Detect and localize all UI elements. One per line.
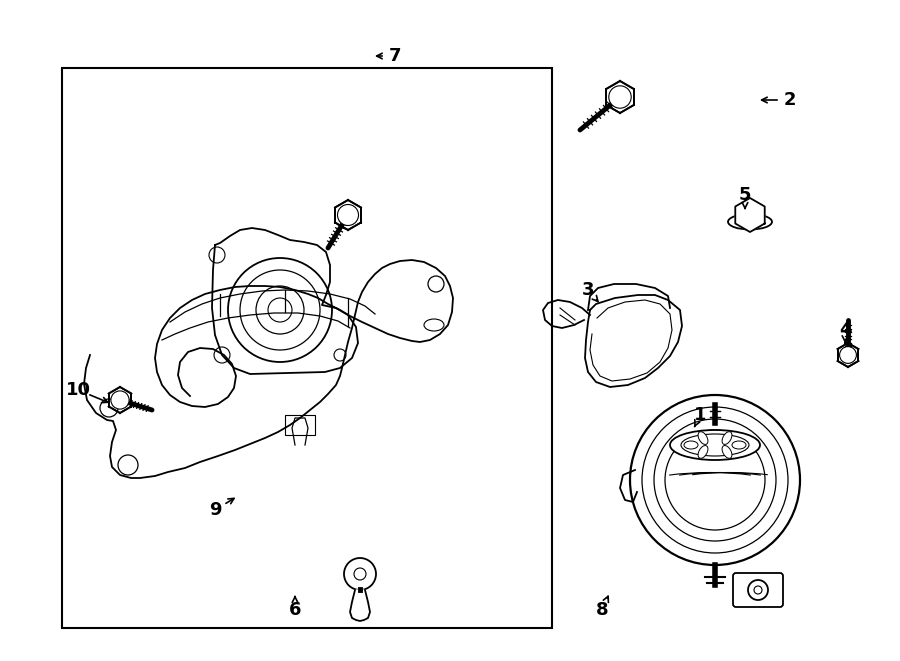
Ellipse shape	[698, 432, 708, 444]
Ellipse shape	[684, 441, 698, 449]
Text: 10: 10	[66, 381, 91, 399]
Ellipse shape	[698, 446, 708, 458]
Text: 8: 8	[596, 601, 608, 619]
Ellipse shape	[732, 441, 746, 449]
Bar	[62, 68, 552, 628]
FancyBboxPatch shape	[733, 573, 783, 607]
Ellipse shape	[722, 432, 732, 444]
Circle shape	[338, 204, 358, 225]
Ellipse shape	[728, 214, 772, 229]
Polygon shape	[735, 198, 765, 232]
Circle shape	[111, 391, 129, 409]
Polygon shape	[350, 590, 370, 621]
Text: 4: 4	[839, 321, 851, 339]
Text: 2: 2	[784, 91, 796, 109]
Circle shape	[608, 86, 631, 108]
Text: 6: 6	[289, 601, 302, 619]
Text: 7: 7	[389, 47, 401, 65]
Text: 9: 9	[209, 501, 221, 519]
Circle shape	[840, 346, 857, 364]
Polygon shape	[212, 228, 358, 374]
Text: 5: 5	[739, 186, 752, 204]
Circle shape	[630, 395, 800, 565]
Text: 1: 1	[694, 406, 706, 424]
Ellipse shape	[722, 446, 732, 458]
Text: 3: 3	[581, 281, 594, 299]
Ellipse shape	[670, 430, 760, 460]
Circle shape	[748, 580, 768, 600]
Circle shape	[344, 558, 376, 590]
Bar	[285, 415, 315, 435]
